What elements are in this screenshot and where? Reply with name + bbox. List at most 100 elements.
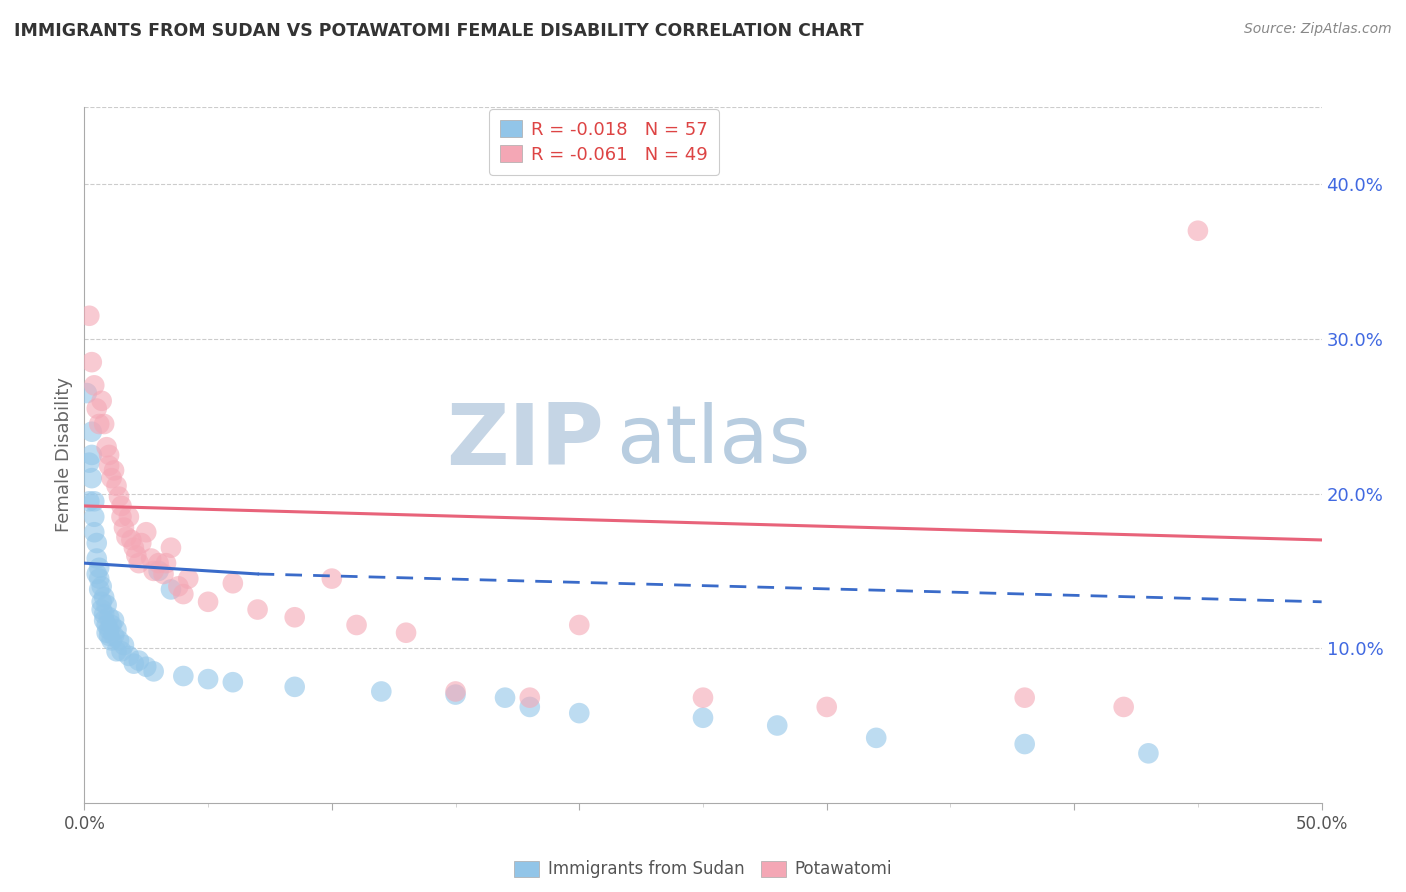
Point [80, 355, 103, 369]
Point [100, 618, 122, 632]
Point [115, 530, 138, 544]
Point [284, 680, 307, 694]
Point [90, 579, 112, 593]
Point [160, 541, 183, 555]
Text: atlas: atlas [616, 402, 811, 480]
Point [86, 401, 108, 416]
Point [222, 675, 245, 690]
Point [1187, 224, 1209, 238]
Point [108, 633, 131, 648]
Point [80, 448, 103, 462]
Point [103, 613, 125, 627]
Point [120, 533, 142, 547]
Point [83, 378, 105, 392]
Point [89, 417, 111, 431]
Point [122, 541, 145, 555]
Point [103, 629, 125, 643]
Point [155, 556, 177, 570]
Point [80, 425, 103, 439]
Point [141, 551, 163, 566]
Point [172, 587, 194, 601]
Point [135, 525, 157, 540]
Point [128, 556, 150, 570]
Point [128, 654, 150, 668]
Point [152, 566, 174, 581]
Point [766, 718, 789, 732]
Point [89, 572, 111, 586]
Text: IMMIGRANTS FROM SUDAN VS POTAWATOMI FEMALE DISABILITY CORRELATION CHART: IMMIGRANTS FROM SUDAN VS POTAWATOMI FEMA… [14, 22, 863, 40]
Point [80, 471, 103, 485]
Point [86, 536, 108, 550]
Point [96, 598, 118, 612]
Point [222, 576, 245, 591]
Point [167, 579, 190, 593]
Point [110, 499, 132, 513]
Point [93, 590, 115, 604]
Point [321, 572, 343, 586]
Point [105, 479, 128, 493]
Point [1137, 747, 1160, 761]
Point [86, 551, 108, 566]
Point [79, 309, 101, 323]
Point [160, 582, 183, 597]
Point [148, 556, 170, 570]
Point [100, 633, 122, 648]
Point [105, 623, 128, 637]
Point [172, 669, 194, 683]
Point [79, 456, 101, 470]
Point [135, 659, 157, 673]
Point [100, 471, 122, 485]
Point [90, 602, 112, 616]
Point [110, 644, 132, 658]
Point [96, 618, 118, 632]
Point [98, 610, 121, 624]
Point [89, 561, 111, 575]
Point [118, 509, 141, 524]
Point [346, 618, 368, 632]
Point [865, 731, 887, 745]
Point [197, 595, 219, 609]
Point [692, 711, 714, 725]
Point [98, 448, 121, 462]
Point [79, 494, 101, 508]
Legend: Immigrants from Sudan, Potawatomi: Immigrants from Sudan, Potawatomi [508, 854, 898, 885]
Point [519, 690, 541, 705]
Point [129, 536, 152, 550]
Point [444, 684, 467, 698]
Point [444, 688, 467, 702]
Point [93, 607, 115, 622]
Point [98, 629, 121, 643]
Point [142, 564, 165, 578]
Point [519, 700, 541, 714]
Point [125, 549, 148, 563]
Point [83, 494, 105, 508]
Point [370, 684, 392, 698]
Point [103, 463, 125, 477]
Point [83, 509, 105, 524]
Point [246, 602, 269, 616]
Point [1112, 700, 1135, 714]
Point [148, 564, 170, 578]
Point [110, 509, 132, 524]
Point [177, 572, 200, 586]
Point [568, 706, 591, 720]
Point [815, 700, 838, 714]
Point [98, 458, 121, 473]
Point [112, 638, 135, 652]
Point [1014, 737, 1036, 751]
Point [1014, 690, 1036, 705]
Point [118, 648, 141, 663]
Y-axis label: Female Disability: Female Disability [55, 377, 73, 533]
Point [96, 625, 118, 640]
Point [122, 657, 145, 671]
Point [692, 690, 714, 705]
Point [90, 595, 112, 609]
Point [105, 644, 128, 658]
Point [197, 672, 219, 686]
Text: Source: ZipAtlas.com: Source: ZipAtlas.com [1244, 22, 1392, 37]
Point [568, 618, 591, 632]
Point [93, 417, 115, 431]
Point [284, 610, 307, 624]
Point [142, 665, 165, 679]
Point [112, 520, 135, 534]
